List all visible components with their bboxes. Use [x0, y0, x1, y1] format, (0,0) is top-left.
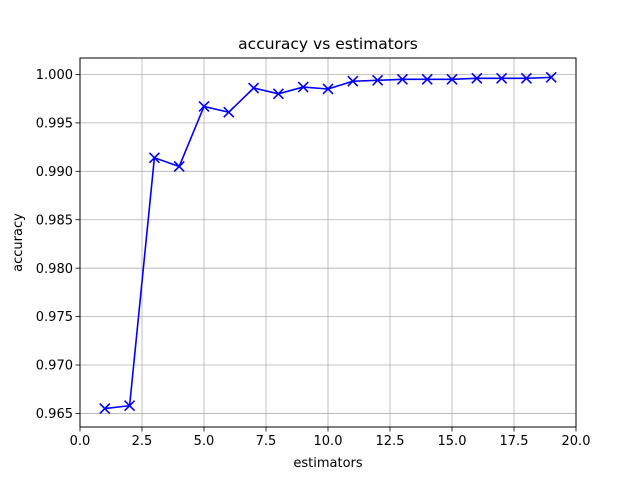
data-point-marker [272, 88, 284, 100]
x-tick-label: 2.5 [132, 434, 153, 449]
data-point-marker [173, 160, 185, 173]
y-tick-label: 0.980 [36, 262, 73, 277]
data-point-marker [372, 74, 384, 86]
data-point-marker [223, 106, 235, 118]
data-point-marker [496, 72, 508, 84]
data-point-marker [520, 72, 532, 84]
data-point-marker [248, 82, 260, 94]
y-tick-label: 0.975 [36, 310, 73, 325]
y-tick-label: 0.995 [36, 116, 73, 131]
data-point-marker [124, 400, 136, 412]
y-tick-label: 0.990 [36, 165, 73, 180]
data-point-marker [297, 81, 309, 93]
data-point-marker [396, 73, 408, 85]
data-point-marker [471, 72, 483, 84]
data-point-marker [322, 83, 334, 95]
data-point-marker [446, 73, 458, 85]
data-point-marker [347, 75, 359, 87]
x-tick-label: 0.0 [70, 434, 91, 449]
x-tick-label: 7.5 [256, 434, 277, 449]
x-tick-label: 20.0 [562, 434, 591, 449]
x-tick-label: 12.5 [376, 434, 405, 449]
data-point-marker [421, 73, 433, 85]
y-tick-label: 0.965 [36, 407, 73, 422]
x-tick-label: 17.5 [500, 434, 529, 449]
chart-title: accuracy vs estimators [238, 35, 418, 53]
data-point-marker [99, 403, 111, 415]
x-axis-label: estimators [293, 456, 363, 471]
data-point-marker [198, 100, 210, 112]
y-tick-label: 1.000 [36, 68, 73, 83]
x-tick-label: 10.0 [314, 434, 343, 449]
data-point-marker [148, 152, 160, 164]
y-tick-label: 0.970 [36, 359, 73, 374]
x-tick-label: 5.0 [194, 434, 215, 449]
y-tick-label: 0.985 [36, 213, 73, 228]
x-tick-label: 15.0 [438, 434, 467, 449]
y-axis-label: accuracy [11, 213, 26, 272]
data-point-marker [545, 71, 557, 83]
